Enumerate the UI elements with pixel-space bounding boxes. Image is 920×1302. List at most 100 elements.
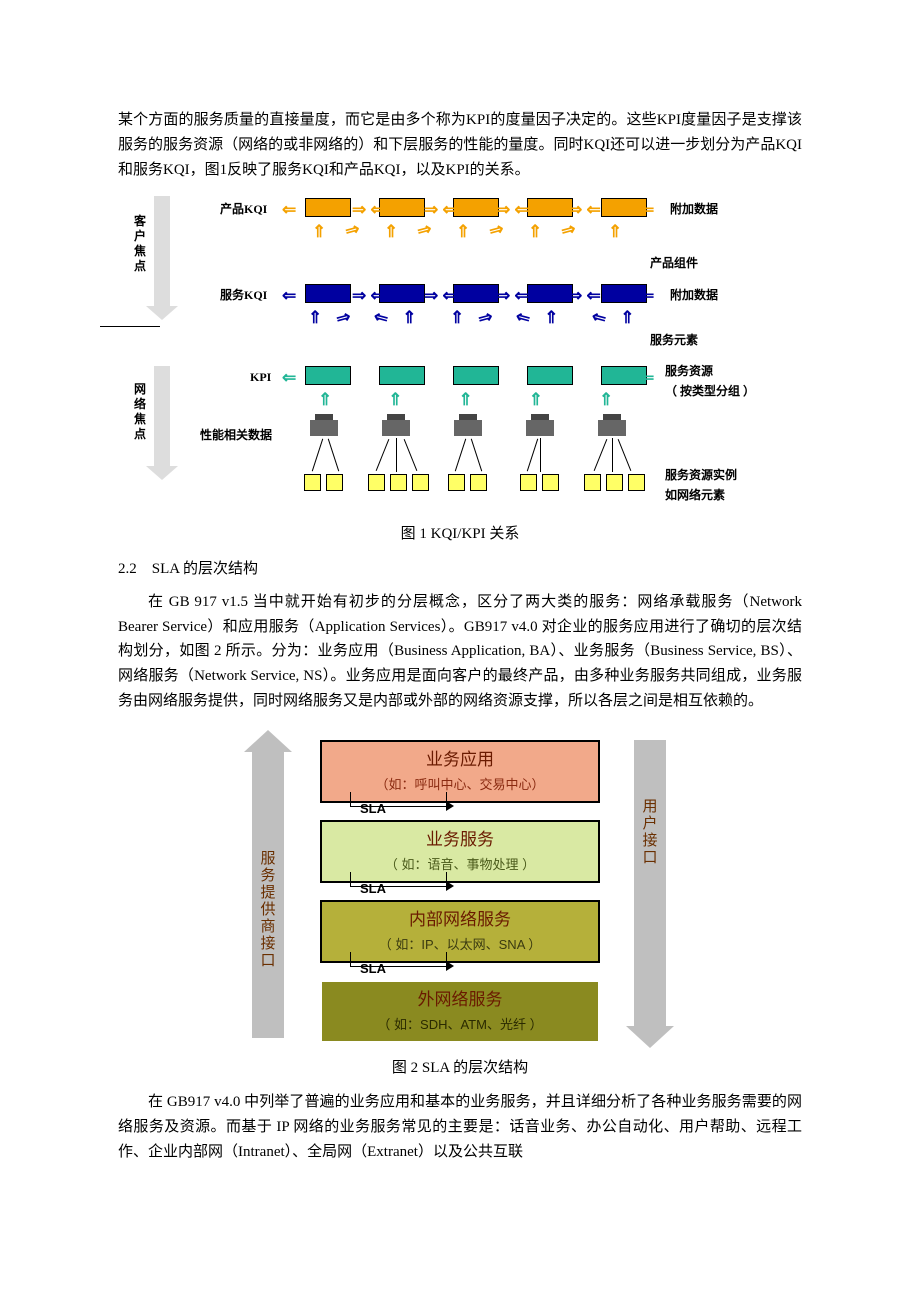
sla-arrow-1 — [446, 801, 454, 811]
layer-title: 业务服务 — [322, 826, 598, 854]
yellow-group-5 — [584, 474, 645, 491]
rightlabel-0: 附加数据 — [670, 200, 718, 220]
uparrows-orange-2: ⇑⇗ — [384, 218, 431, 246]
box-blue — [305, 284, 351, 303]
page: 某个方面的服务质量的直接量度，而它是由多个称为KPI的度量因子决定的。这些KPI… — [0, 0, 920, 1302]
camera-icon — [526, 414, 554, 436]
left-arrow-label: 服务提供商接口 — [259, 850, 277, 969]
box-yellow — [584, 474, 601, 491]
connector — [455, 439, 466, 472]
sla-label-2: SLA — [360, 878, 386, 899]
uparrows-orange-5: ⇑ — [608, 218, 622, 246]
box-yellow — [368, 474, 385, 491]
arrow-blue: ⇐ — [640, 282, 654, 310]
uparrows-orange-4: ⇑⇗ — [528, 218, 575, 246]
box-teal — [379, 366, 425, 385]
box-blue — [379, 284, 425, 303]
camera-icon — [598, 414, 626, 436]
arrow-network-focus-head — [146, 466, 178, 480]
uparrows-orange-3: ⇑⇗ — [456, 218, 503, 246]
right-arrow-label: 用户接口 — [641, 798, 659, 866]
layer-title: 外网络服务 — [322, 986, 598, 1014]
sla-arrow-3 — [446, 961, 454, 971]
box-yellow — [326, 474, 343, 491]
box-orange — [453, 198, 499, 217]
box-yellow — [390, 474, 407, 491]
box-teal — [527, 366, 573, 385]
box-yellow — [606, 474, 623, 491]
vlabel-customer: 客户焦点 — [132, 214, 148, 274]
sla-label-3: SLA — [360, 958, 386, 979]
uparrows-blue-5: ⇖⇑ — [592, 304, 635, 332]
box-yellow — [542, 474, 559, 491]
figure-kqi-kpi: 客户焦点 网络焦点 产品KQI ⇐ ⇒ ⇐ ⇒ ⇐ ⇒ ⇐ ⇒ ⇐ ⇐ 附加数据… — [160, 196, 760, 516]
row-kpi — [305, 366, 647, 385]
connector — [404, 439, 418, 471]
rowlabel-service-kqi: 服务KQI — [220, 286, 267, 306]
figure-sla-layers: 服务提供商接口 用户接口 业务应用 （如：呼叫中心、交易中心） SLA 业务服务… — [220, 730, 700, 1050]
yellow-group-3 — [448, 474, 487, 491]
connector — [594, 439, 608, 471]
box-teal — [305, 366, 351, 385]
rightlabel-1: 产品组件 — [650, 254, 698, 274]
yellow-group-4 — [520, 474, 559, 491]
box-orange — [527, 198, 573, 217]
box-yellow — [628, 474, 645, 491]
right-arrow-body — [634, 740, 666, 1026]
box-yellow — [412, 474, 429, 491]
connector — [527, 439, 538, 472]
right-arrow-head — [626, 1026, 674, 1048]
camera-icon — [310, 414, 338, 436]
box-blue — [527, 284, 573, 303]
box-yellow — [520, 474, 537, 491]
paragraph-after-fig2: 在 GB917 v4.0 中列举了普遍的业务应用和基本的业务服务，并且详细分析了… — [118, 1090, 802, 1164]
box-orange — [305, 198, 351, 217]
arrow-blue-l: ⇐ — [282, 282, 296, 310]
camera-row — [310, 414, 626, 436]
layer-sub: （ 如：SDH、ATM、光纤 ） — [322, 1014, 598, 1035]
rowlabel-perfdata: 性能相关数据 — [200, 426, 272, 446]
box-yellow — [448, 474, 465, 491]
box-yellow — [470, 474, 487, 491]
uparrows-blue-3: ⇑⇗ — [450, 304, 493, 332]
uparrows-orange-1: ⇑⇗ — [312, 218, 359, 246]
box-teal — [453, 366, 499, 385]
arrow-teal-r: ⇐ — [640, 364, 654, 392]
connector — [612, 438, 613, 472]
yellow-group-2 — [368, 474, 429, 491]
heading-2-2: 2.2 SLA 的层次结构 — [118, 557, 802, 582]
layer-title: 业务应用 — [322, 746, 598, 774]
arrow-customer-focus-head — [146, 306, 178, 320]
divider-line — [100, 326, 160, 327]
connector — [376, 439, 390, 471]
sla-label-1: SLA — [360, 798, 386, 819]
figure1-caption: 图 1 KQI/KPI 关系 — [118, 522, 802, 547]
arrow-teal-l: ⇐ — [282, 364, 296, 392]
box-blue — [453, 284, 499, 303]
vlabel-network: 网络焦点 — [132, 382, 148, 442]
connector — [540, 438, 541, 472]
arrow-orange-l1: ⇐ — [282, 196, 296, 224]
rightlabel-2: 附加数据 — [670, 286, 718, 306]
uparrows-blue-2: ⇖⇑ — [374, 304, 417, 332]
left-arrow-head — [244, 730, 292, 752]
rightlabel-3: 服务元素 — [650, 331, 698, 351]
arrow-network-focus — [154, 366, 170, 466]
connector — [471, 439, 482, 472]
paragraph-sla-intro: 在 GB 917 v1.5 当中就开始有初步的分层概念，区分了两大类的服务：网络… — [118, 590, 802, 714]
uparrows-blue-4: ⇖⇑ — [516, 304, 559, 332]
figure2-caption: 图 2 SLA 的层次结构 — [118, 1056, 802, 1081]
connector — [312, 439, 323, 472]
camera-icon — [382, 414, 410, 436]
arrow-orange: ⇐ — [640, 196, 654, 224]
sla-arrow-2 — [446, 881, 454, 891]
yellow-group-1 — [304, 474, 343, 491]
arrow-customer-focus — [154, 196, 170, 306]
connector — [396, 438, 397, 472]
layer-title: 内部网络服务 — [322, 906, 598, 934]
rightlabel-4: 服务资源 （ 按类型分组 ） — [665, 362, 755, 402]
camera-icon — [454, 414, 482, 436]
box-yellow — [304, 474, 321, 491]
uparrows-blue-1: ⇑⇗ — [308, 304, 351, 332]
box-orange — [379, 198, 425, 217]
